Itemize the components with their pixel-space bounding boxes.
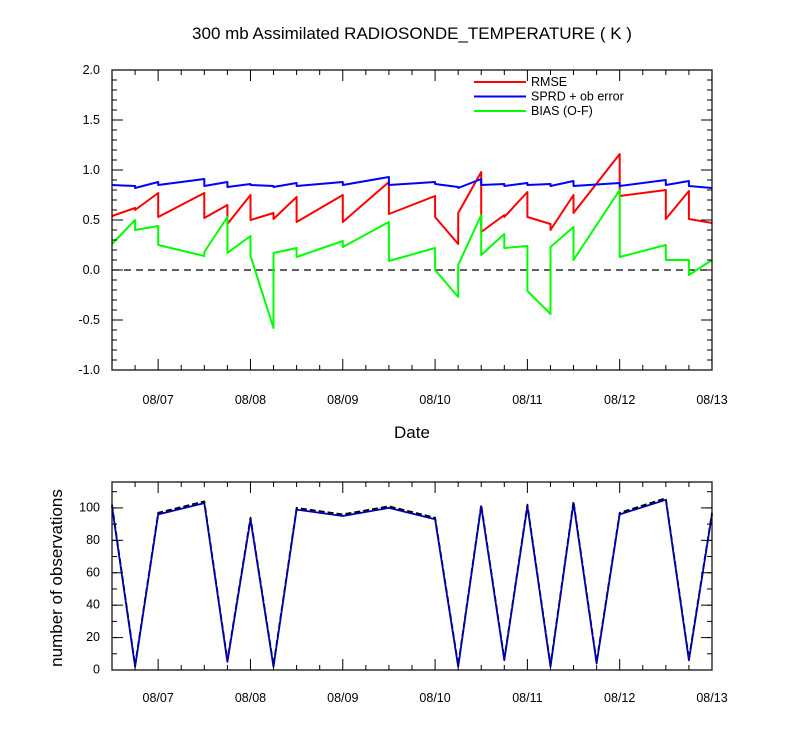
y-tick-label: 20 [86,630,100,644]
chart-title: 300 mb Assimilated RADIOSONDE_TEMPERATUR… [192,24,632,43]
x-tick-label: 08/12 [604,393,635,407]
x-tick-label: 08/07 [143,393,174,407]
series-line-possible [111,498,713,668]
x-axis-label: Date [394,423,430,442]
series-line-rmse [111,153,713,245]
bottom-plot-frame [111,481,713,671]
y-tick-label: 0.0 [83,263,100,277]
y-tick-label: -1.0 [78,363,100,377]
x-tick-label: 08/09 [327,691,358,705]
y-tick-label: 1.5 [83,113,100,127]
y-tick-label: 60 [86,565,100,579]
legend-label: SPRD + ob error [531,90,624,104]
x-tick-label: 08/13 [696,691,727,705]
x-tick-label: 08/11 [512,393,542,407]
bottom-chart: 08/07 08/08 08/09 08/10 08/11 08/12 08/13 100 80… [47,481,728,705]
legend-label: BIAS (O-F) [531,104,593,118]
legend-label: RMSE [531,75,567,89]
x-tick-label: 08/12 [604,691,635,705]
x-tick-label: 08/08 [235,691,266,705]
x-tick-label: 08/08 [235,393,266,407]
series-line-sprd-ob-error [111,176,713,189]
y-tick-label: 1.0 [83,163,100,177]
y-axis-label: number of observations [47,489,66,667]
x-tick-label: 08/09 [327,393,358,407]
x-tick-label: 08/11 [512,691,542,705]
x-tick-label: 08/10 [419,393,450,407]
y-tick-label: 0.5 [83,213,100,227]
y-tick-label: 2.0 [83,63,100,77]
y-tick-label: 80 [86,533,100,547]
x-tick-label: 08/13 [696,393,727,407]
top-plot-frame [111,69,713,371]
y-tick-label: 40 [86,598,100,612]
x-tick-label: 08/07 [143,691,174,705]
series-line-assimilated [111,497,713,666]
x-tick-label: 08/10 [419,691,450,705]
y-tick-label: 100 [79,500,100,514]
series-line-bias-o-f [111,189,713,329]
y-tick-label: 0 [93,663,100,677]
top-chart: 300 mb Assimilated RADIOSONDE_TEMPERATUR… [78,24,727,442]
y-tick-label: -0.5 [78,313,100,327]
